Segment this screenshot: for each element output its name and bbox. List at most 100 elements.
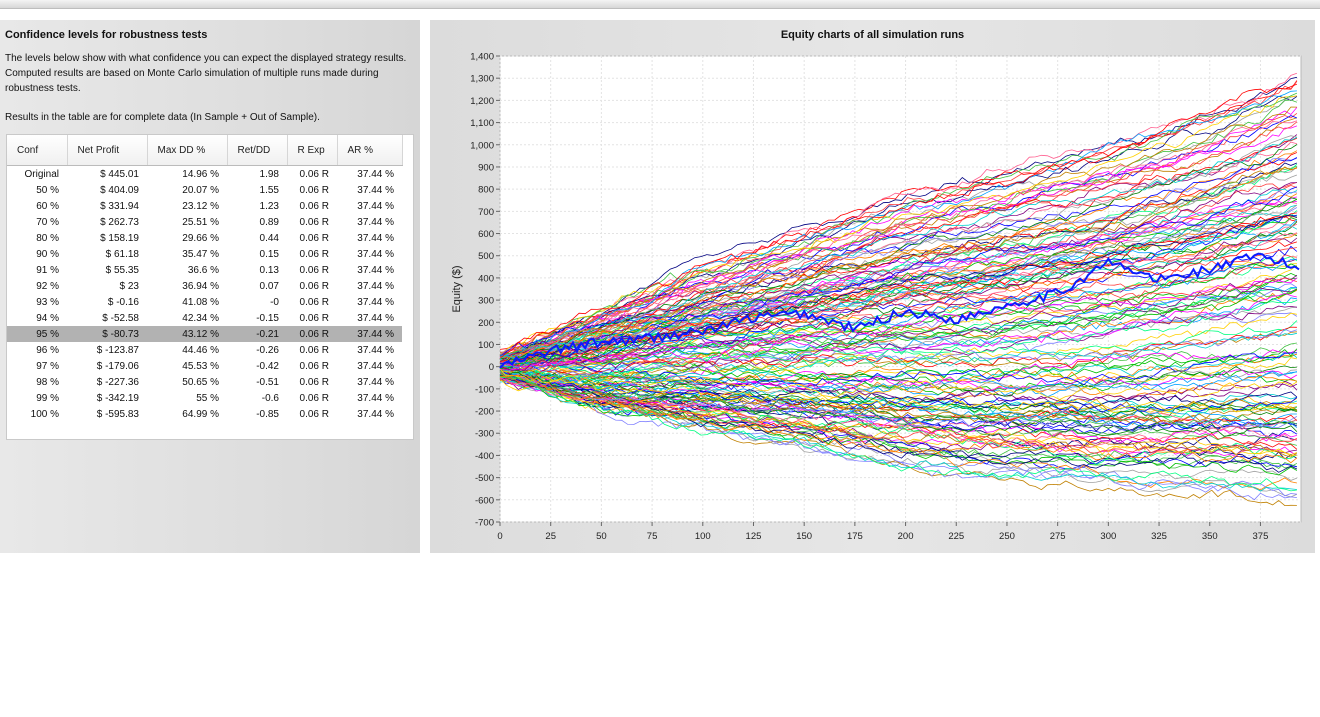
- x-tick-label: 150: [796, 531, 812, 542]
- table-cell: 93 %: [36, 296, 59, 308]
- table-cell: 37.44 %: [357, 248, 394, 260]
- table-cell: 37.44 %: [357, 232, 394, 244]
- table-cell: 41.08 %: [182, 296, 219, 308]
- chart-title: Equity charts of all simulation runs: [780, 29, 965, 41]
- table-cell: 37.44 %: [357, 216, 394, 228]
- column-header[interactable]: R Exp: [287, 135, 338, 166]
- table-row[interactable]: 50 % $ 404.09 20.07 % 1.55 0.06 R 37.44 %: [7, 182, 402, 198]
- table-row[interactable]: 93 % $ -0.16 41.08 % -0 0.06 R 37.44 %: [7, 294, 402, 310]
- table-cell: 35.47 %: [182, 248, 219, 260]
- table-row[interactable]: 97 % $ -179.06 45.53 % -0.42 0.06 R 37.44 %: [7, 358, 402, 374]
- table-cell: $ -179.06: [96, 360, 139, 372]
- table-cell: 55 %: [196, 392, 219, 404]
- table-cell: 0.06 R: [299, 184, 329, 196]
- table-cell: $ -342.19: [96, 392, 139, 404]
- table-cell: 37.44 %: [357, 200, 394, 212]
- y-tick-label: -200: [475, 407, 494, 418]
- simulation-run-line: [499, 376, 1298, 463]
- simulation-run-line: [499, 277, 1298, 371]
- y-tick-label: 1,300: [470, 74, 494, 85]
- column-header[interactable]: Net Profit: [67, 135, 148, 166]
- table-cell: 80 %: [36, 232, 59, 244]
- window-top-bar: [0, 0, 1320, 9]
- table-cell: $ 23: [119, 280, 139, 292]
- simulation-run-line: [499, 374, 1298, 473]
- y-tick-label: 900: [478, 162, 494, 173]
- simulation-run-line: [499, 372, 1297, 446]
- simulation-run-line: [499, 366, 1297, 400]
- table-cell: 60 %: [36, 200, 59, 212]
- table-cell: 90 %: [36, 248, 59, 260]
- simulation-run-line: [499, 95, 1297, 356]
- table-cell: $ -123.87: [96, 344, 139, 356]
- table-cell: 37.44 %: [357, 376, 394, 388]
- table-cell: 95 %: [7, 326, 67, 342]
- simulation-run-line: [499, 369, 1298, 394]
- table-cell: 64.99 %: [182, 408, 219, 420]
- table-row[interactable]: 60 % $ 331.94 23.12 % 1.23 0.06 R 37.44 %: [7, 198, 402, 214]
- table-cell: -0.21: [227, 326, 287, 342]
- simulation-run-line: [499, 375, 1298, 464]
- table-row[interactable]: 94 % $ -52.58 42.34 % -0.15 0.06 R 37.44 %: [7, 310, 402, 326]
- table-row[interactable]: Original $ 445.01 14.96 % 1.98 0.06 R 37.44 %: [7, 166, 402, 183]
- confidence-table: Conf Net Profit Max DD % Ret/DD R Exp AR…: [7, 135, 403, 422]
- x-tick-label: 200: [898, 531, 914, 542]
- simulation-run-line: [499, 369, 1298, 413]
- y-tick-label: 200: [478, 318, 494, 329]
- simulation-run-line: [499, 121, 1298, 363]
- simulation-run-line: [499, 167, 1297, 364]
- table-row[interactable]: 98 % $ -227.36 50.65 % -0.51 0.06 R 37.44 %: [7, 374, 402, 390]
- equity-chart: 1,4001,3001,2001,1001,000900800700600500…: [451, 52, 1302, 542]
- simulation-run-line: [499, 283, 1298, 369]
- table-row[interactable]: 80 % $ 158.19 29.66 % 0.44 0.06 R 37.44 %: [7, 230, 402, 246]
- simulation-run-line: [499, 163, 1298, 360]
- y-tick-label: 0: [489, 362, 494, 373]
- simulation-run-line: [499, 353, 1298, 390]
- table-cell: 37.44 %: [357, 344, 394, 356]
- column-header[interactable]: Conf: [7, 135, 68, 166]
- simulation-run-line: [499, 375, 1298, 469]
- table-cell: 0.06 R: [299, 376, 329, 388]
- table-cell: -0.6: [261, 392, 279, 404]
- table-row[interactable]: 91 % $ 55.35 36.6 % 0.13 0.06 R 37.44 %: [7, 262, 402, 278]
- simulation-run-line: [499, 292, 1297, 368]
- y-tick-label: 700: [478, 207, 494, 218]
- simulation-run-line: [499, 312, 1297, 377]
- table-cell: $ -227.36: [96, 376, 139, 388]
- simulation-run-line: [499, 258, 1297, 369]
- y-tick-label: 100: [478, 340, 494, 351]
- table-cell: $ 158.19: [100, 232, 139, 244]
- simulation-run-line: [499, 144, 1298, 363]
- table-cell: 37.44 %: [357, 392, 394, 404]
- table-row[interactable]: 90 % $ 61.18 35.47 % 0.15 0.06 R 37.44 %: [7, 246, 402, 262]
- y-tick-label: -400: [475, 451, 494, 462]
- column-header[interactable]: Ret/DD: [227, 135, 288, 166]
- table-cell: 96 %: [36, 344, 59, 356]
- x-axis: 0 25 50 75 100 125 150 175 200 225 250 275 300 325 350…: [497, 522, 1268, 542]
- y-tick-label: -600: [475, 495, 494, 506]
- y-tick-label: -100: [475, 384, 494, 395]
- x-tick-label: 375: [1253, 531, 1269, 542]
- simulation-run-line: [499, 166, 1298, 359]
- column-header[interactable]: AR %: [337, 135, 403, 166]
- simulation-run-line: [499, 287, 1297, 372]
- y-tick-label: 300: [478, 296, 494, 307]
- confidence-table-container[interactable]: Conf Net Profit Max DD % Ret/DD R Exp AR…: [6, 134, 414, 440]
- simulation-run-line: [499, 219, 1298, 365]
- table-cell: 23.12 %: [182, 200, 219, 212]
- original-equity-line: [499, 252, 1300, 369]
- table-row[interactable]: 70 % $ 262.73 25.51 % 0.89 0.06 R 37.44 %: [7, 214, 402, 230]
- simulation-run-line: [499, 371, 1298, 393]
- table-row[interactable]: 99 % $ -342.19 55 % -0.6 0.06 R 37.44 %: [7, 390, 402, 406]
- simulation-run-line: [499, 237, 1298, 371]
- x-tick-label: 225: [948, 531, 964, 542]
- column-header[interactable]: Max DD %: [147, 135, 228, 166]
- table-cell: 37.44 %: [357, 360, 394, 372]
- table-row[interactable]: 95 % $ -80.73 43.12 % -0.21 0.06 R 37.44 %: [7, 326, 402, 342]
- table-row[interactable]: 100 % $ -595.83 64.99 % -0.85 0.06 R 37.44 %: [7, 406, 402, 422]
- table-row[interactable]: 92 % $ 23 36.94 % 0.07 0.06 R 37.44 %: [7, 278, 402, 294]
- table-cell: 91 %: [36, 264, 59, 276]
- table-row[interactable]: 96 % $ -123.87 44.46 % -0.26 0.06 R 37.44 %: [7, 342, 402, 358]
- simulation-run-line: [499, 348, 1298, 384]
- table-cell: 0.06 R: [299, 392, 329, 404]
